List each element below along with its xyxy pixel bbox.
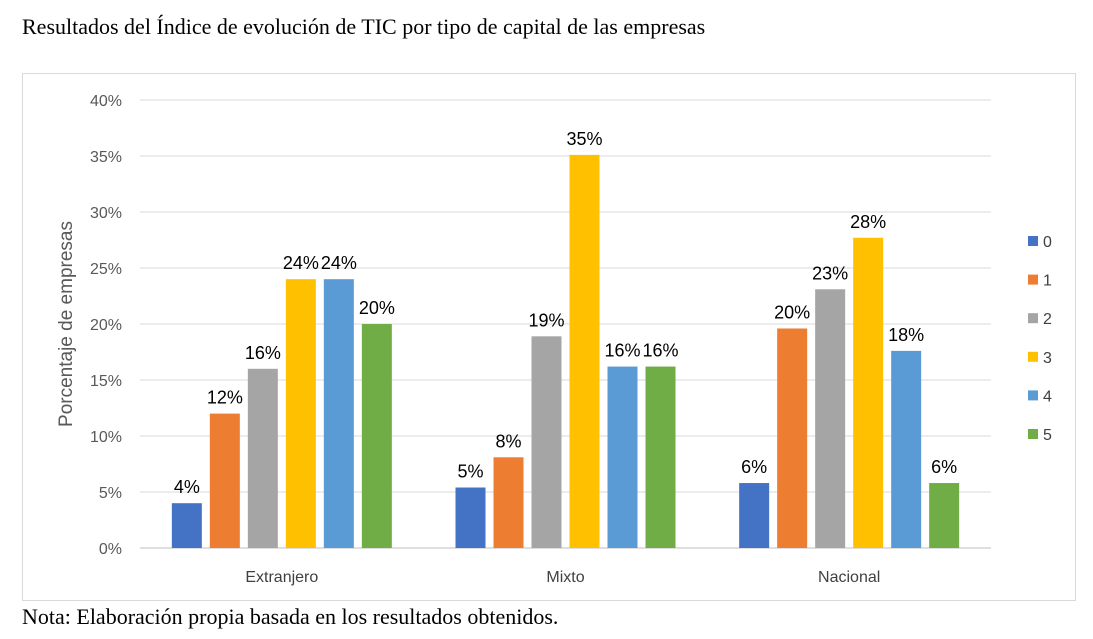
y-tick-label: 20%: [90, 317, 122, 334]
data-label: 12%: [207, 388, 243, 408]
legend-label: 4: [1043, 388, 1052, 405]
y-tick-label: 10%: [90, 429, 122, 446]
data-label: 6%: [741, 457, 767, 477]
y-tick-label: 40%: [90, 93, 122, 110]
legend-label: 2: [1043, 311, 1052, 328]
bar: [361, 324, 392, 548]
data-label: 19%: [528, 310, 564, 330]
legend-label: 1: [1043, 273, 1052, 290]
data-label: 35%: [566, 129, 602, 149]
data-label: 24%: [283, 253, 319, 273]
y-tick-label: 0%: [99, 541, 122, 558]
data-label: 6%: [931, 457, 957, 477]
legend-label: 5: [1043, 427, 1052, 444]
bar: [455, 487, 486, 548]
bar: [739, 483, 770, 548]
y-tick-label: 30%: [90, 205, 122, 222]
category-label: Nacional: [818, 569, 880, 586]
bar: [171, 503, 202, 548]
y-tick-label: 5%: [99, 485, 122, 502]
bar: [891, 350, 922, 548]
bar: [777, 328, 808, 548]
bar: [853, 237, 884, 548]
data-label: 28%: [850, 212, 886, 232]
data-label: 18%: [888, 325, 924, 345]
bar: [645, 366, 676, 548]
bar: [493, 457, 524, 548]
legend-label: 0: [1043, 234, 1052, 251]
data-label: 16%: [604, 341, 640, 361]
bar: [607, 366, 638, 548]
bar: [569, 154, 600, 548]
figure-caption: Resultados del Índice de evolución de TI…: [22, 14, 706, 39]
figure-note: Nota: Elaboración propia basada en los r…: [22, 604, 559, 629]
data-label: 4%: [174, 477, 200, 497]
legend-swatch: [1028, 351, 1038, 362]
bar: [815, 289, 846, 548]
bar: [323, 279, 354, 548]
bar: [247, 368, 278, 548]
legend-swatch: [1028, 236, 1038, 246]
bar: [209, 413, 240, 548]
bar: [531, 336, 562, 548]
legend-label: 3: [1043, 350, 1052, 367]
legend-swatch: [1028, 274, 1038, 285]
data-label: 24%: [321, 253, 357, 273]
bar: [929, 483, 960, 548]
y-axis-title: Porcentaje de empresas: [56, 221, 77, 427]
data-label: 23%: [812, 263, 848, 283]
category-label: Mixto: [546, 569, 584, 586]
y-tick-label: 15%: [90, 373, 122, 390]
data-label: 20%: [774, 302, 810, 322]
y-tick-label: 35%: [90, 149, 122, 166]
data-label: 20%: [359, 298, 395, 318]
data-label: 5%: [457, 462, 483, 482]
bar: [285, 279, 316, 548]
legend-swatch: [1028, 313, 1038, 324]
y-tick-label: 25%: [90, 261, 122, 278]
legend-swatch: [1028, 429, 1038, 439]
data-label: 16%: [245, 343, 281, 363]
data-label: 16%: [642, 341, 678, 361]
category-label: Extranjero: [245, 569, 318, 586]
data-label: 8%: [495, 431, 521, 451]
legend-swatch: [1028, 390, 1038, 401]
